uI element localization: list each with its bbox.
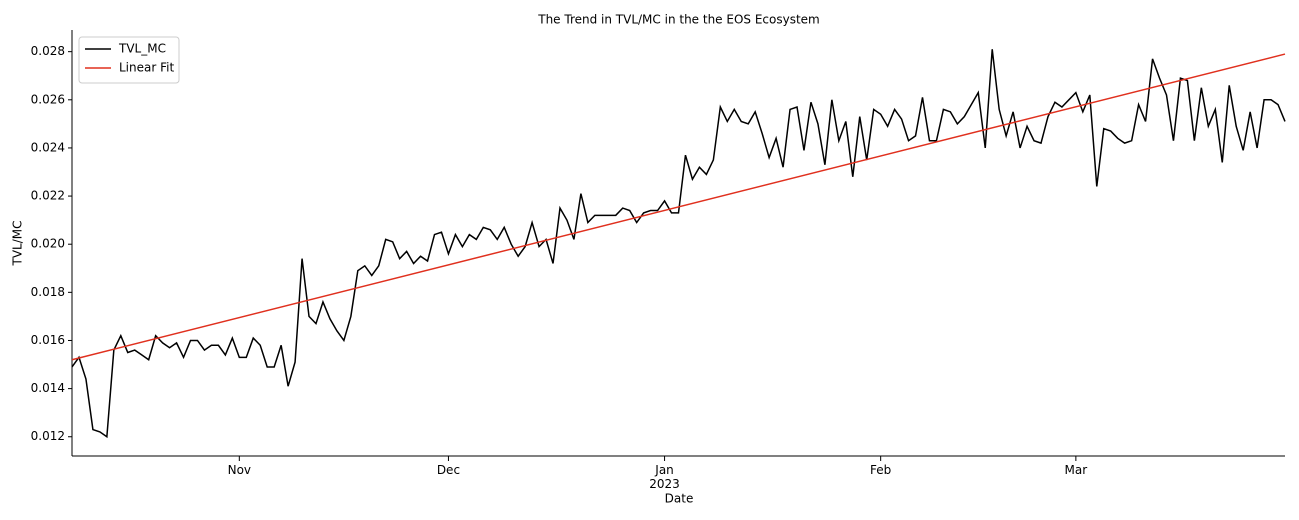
y-tick-label: 0.014 [31,381,65,395]
x-tick-label: Feb [870,463,892,477]
y-tick-label: 0.022 [31,189,65,203]
y-tick-label: 0.024 [31,140,65,154]
legend-label: Linear Fit [119,61,174,75]
y-tick-label: 0.012 [31,429,65,443]
x-tick-label: Mar [1064,463,1088,477]
x-tick-label: Jan 2023 [649,463,680,491]
legend: TVL_MC Linear Fit [78,36,180,84]
legend-label: TVL_MC [118,42,166,56]
y-tick-label: 0.018 [31,285,65,299]
fit-line [71,53,1286,361]
data-line [71,49,1286,439]
y-tick-label: 0.028 [31,44,65,58]
x-axis-label: Date [665,492,694,506]
y-axis-label: TVL/MC [11,221,25,267]
x-tick-label: Nov [227,463,252,477]
x-tick-label: Dec [436,463,461,477]
y-tick-label: 0.016 [31,333,65,347]
y-tick-label: 0.020 [31,237,65,251]
chart-title: The Trend in TVL/MC in the the EOS Ecosy… [537,13,820,27]
y-tick-label: 0.026 [31,92,65,106]
